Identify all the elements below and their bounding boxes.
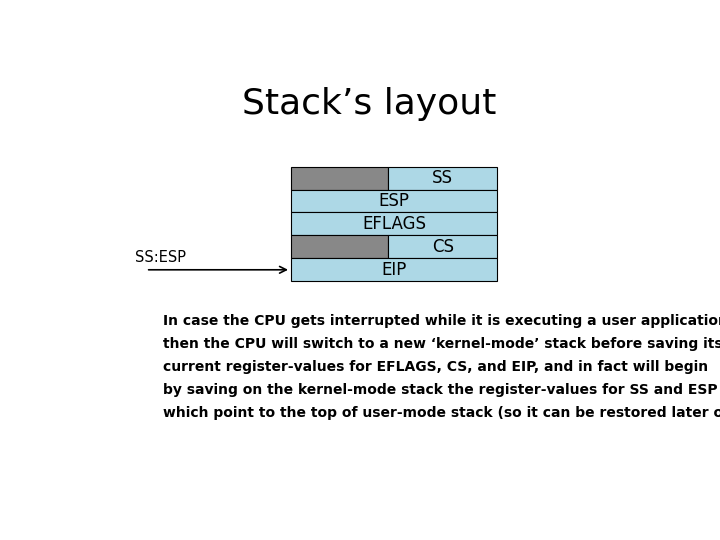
Text: CS: CS <box>431 238 454 256</box>
Text: by saving on the kernel-mode stack the register-values for SS and ESP: by saving on the kernel-mode stack the r… <box>163 383 717 397</box>
Bar <box>291 167 388 190</box>
Text: current register-values for EFLAGS, CS, and EIP, and in fact will begin: current register-values for EFLAGS, CS, … <box>163 360 708 374</box>
Text: which point to the top of user-mode stack (so it can be restored later on): which point to the top of user-mode stac… <box>163 406 720 420</box>
Bar <box>388 167 498 190</box>
Text: EFLAGS: EFLAGS <box>362 215 426 233</box>
Text: SS:ESP: SS:ESP <box>135 250 186 265</box>
Text: then the CPU will switch to a new ‘kernel-mode’ stack before saving its: then the CPU will switch to a new ‘kerne… <box>163 337 720 351</box>
Bar <box>291 258 498 281</box>
Text: ESP: ESP <box>379 192 410 210</box>
Text: In case the CPU gets interrupted while it is executing a user application,: In case the CPU gets interrupted while i… <box>163 314 720 328</box>
Text: Stack’s layout: Stack’s layout <box>242 87 496 122</box>
Text: SS: SS <box>432 169 453 187</box>
Bar <box>291 190 498 212</box>
Text: EIP: EIP <box>382 261 407 279</box>
Bar <box>291 235 388 258</box>
Bar <box>291 212 498 235</box>
Bar <box>388 235 498 258</box>
